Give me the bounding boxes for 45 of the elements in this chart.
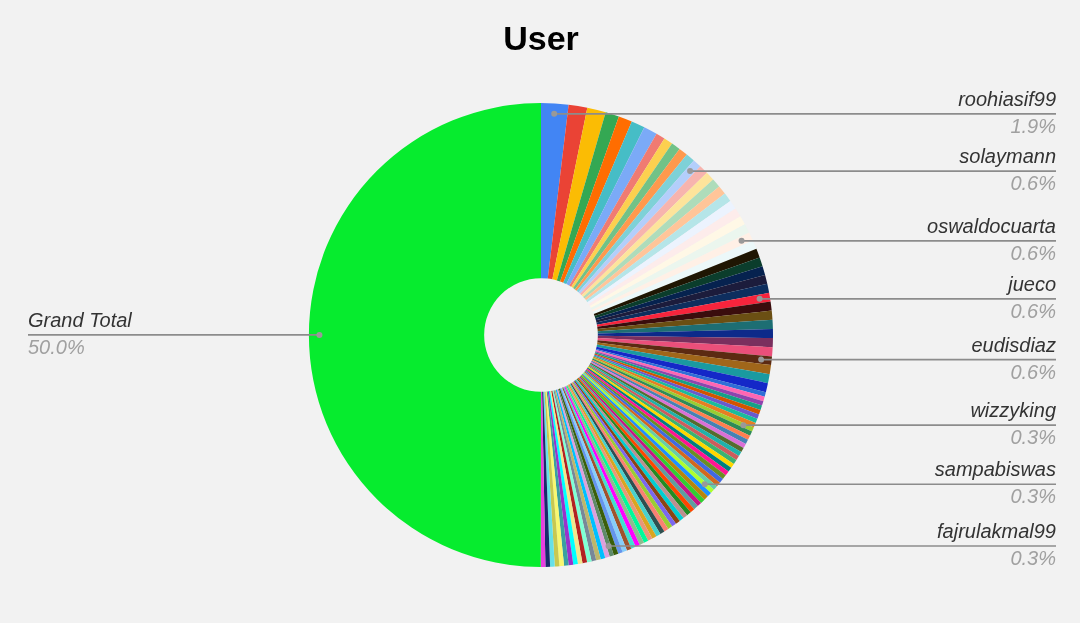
donut-slice	[543, 391, 555, 567]
data-label: 0.3%	[1010, 426, 1056, 449]
donut-slice	[552, 107, 606, 281]
slice-label: sampabiswas	[934, 458, 1056, 481]
donut-slice	[597, 328, 773, 339]
slice-label: Grand Total	[28, 308, 133, 331]
slice-label: solaymann	[959, 145, 1056, 168]
donut-slice	[540, 391, 546, 567]
donut-slice	[597, 335, 773, 348]
data-label: 1.9%	[1010, 114, 1056, 137]
data-label: 0.3%	[1010, 485, 1056, 508]
slice-label: eudisdiaz	[971, 333, 1056, 356]
donut-slice	[597, 301, 772, 330]
slice-label: roohiasif99	[958, 87, 1056, 110]
donut-slice	[542, 391, 551, 567]
slice-label: fajrulakmal99	[937, 520, 1056, 542]
donut-slice	[595, 274, 768, 323]
donut-slice	[595, 266, 766, 321]
data-label: 0.6%	[1010, 241, 1056, 264]
data-label: 0.3%	[1010, 547, 1056, 569]
donut-slice	[597, 342, 772, 375]
donut-slice	[596, 283, 770, 325]
data-label: 0.6%	[1010, 299, 1056, 322]
donut-slice	[556, 112, 619, 282]
slice-label: oswaldocuarta	[927, 214, 1056, 237]
data-label: 50.0%	[28, 335, 85, 358]
donut-slice	[597, 310, 773, 332]
donut-slice	[597, 338, 773, 357]
donut-slice	[597, 340, 773, 366]
data-label: 0.6%	[1010, 172, 1056, 195]
donut-slice	[593, 248, 760, 316]
donut-slice	[309, 103, 541, 567]
donut-slice	[596, 344, 770, 384]
donut-slice	[560, 116, 632, 283]
donut-slice	[596, 292, 771, 327]
donut-slice	[597, 319, 773, 334]
slice-label: jueco	[1005, 272, 1056, 295]
slice-label: wizzyking	[970, 399, 1056, 422]
donut-slice	[544, 391, 560, 567]
data-label: 0.6%	[1010, 360, 1056, 383]
donut-slice	[547, 104, 588, 280]
donut-slice	[563, 121, 645, 285]
donut-slice	[594, 257, 763, 319]
chart-title: User	[503, 19, 579, 57]
donut-slice	[541, 103, 569, 279]
